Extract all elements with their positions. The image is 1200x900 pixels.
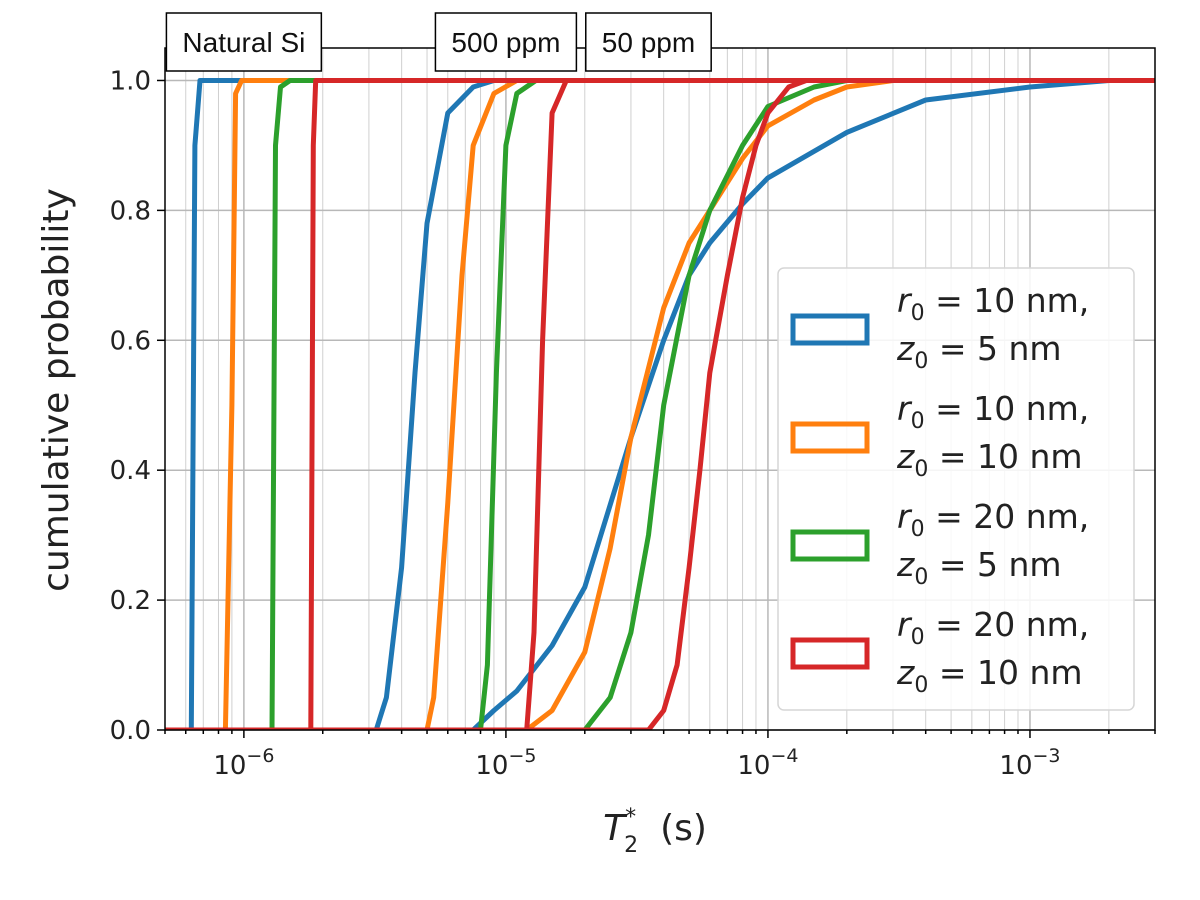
legend-entry-line1: r0 = 10 nm, bbox=[897, 389, 1089, 434]
series-line-3-group-3 bbox=[165, 78, 1155, 730]
y-tick-label: 0.6 bbox=[110, 326, 151, 356]
legend-swatch bbox=[790, 529, 870, 562]
y-tick-label: 0.4 bbox=[110, 456, 151, 486]
group-label-text: 50 ppm bbox=[602, 27, 695, 58]
series-line-2-group-3 bbox=[165, 78, 1155, 730]
group-label-box: 50 ppm bbox=[585, 12, 712, 72]
axes: 0.0 0.2 0.4 0.6 0.8 1.0 10−6 10−5 10−4 10−3 bbox=[110, 66, 1156, 781]
series-line-1-group-2 bbox=[165, 78, 1155, 730]
series-line-4-group-3 bbox=[165, 78, 1155, 730]
y-tick-label: 0.0 bbox=[110, 716, 151, 746]
legend-entry-line1: r0 = 20 nm, bbox=[897, 497, 1089, 542]
group-label-text: 500 ppm bbox=[451, 27, 560, 58]
legend-entry-line2: z0 = 5 nm bbox=[896, 329, 1062, 374]
group-label-frame bbox=[434, 12, 578, 72]
group-label-frame bbox=[165, 12, 323, 72]
y-axis-label: cumulative probability bbox=[36, 188, 77, 592]
series-lines bbox=[165, 78, 1155, 730]
legend-swatch bbox=[790, 637, 870, 670]
legend-entry-line2: z0 = 10 nm bbox=[896, 437, 1083, 482]
legend-frame bbox=[777, 267, 1135, 711]
group-label-box: Natural Si bbox=[165, 12, 323, 72]
x-tick-label: 10−5 bbox=[475, 745, 536, 781]
y-tick-label: 1.0 bbox=[110, 66, 151, 96]
series-line-4-group-2 bbox=[165, 78, 1155, 730]
y-tick-label: 0.2 bbox=[110, 586, 151, 616]
x-tick-label: 10−6 bbox=[213, 745, 274, 781]
legend-entry-line2: z0 = 5 nm bbox=[896, 545, 1062, 590]
y-tick-label: 0.8 bbox=[110, 196, 151, 226]
group-label-box: 500 ppm bbox=[434, 12, 578, 72]
series-line-2-group-2 bbox=[165, 78, 1155, 730]
group-labels: Natural Si 500 ppm 50 ppm bbox=[165, 12, 712, 72]
x-tick-label: 10−3 bbox=[999, 745, 1060, 781]
legend-entry-line1: r0 = 20 nm, bbox=[897, 605, 1089, 650]
x-axis-label: T* 2 (s) bbox=[603, 805, 707, 858]
x-tick-label: 10−4 bbox=[737, 745, 798, 781]
legend-swatch bbox=[790, 313, 870, 346]
legend-entry-line1: r0 = 10 nm, bbox=[897, 281, 1089, 326]
group-label-frame bbox=[585, 12, 712, 72]
group-label-text: Natural Si bbox=[182, 27, 305, 58]
legend-swatch bbox=[790, 421, 870, 454]
legend-entry-line2: z0 = 10 nm bbox=[896, 653, 1083, 698]
